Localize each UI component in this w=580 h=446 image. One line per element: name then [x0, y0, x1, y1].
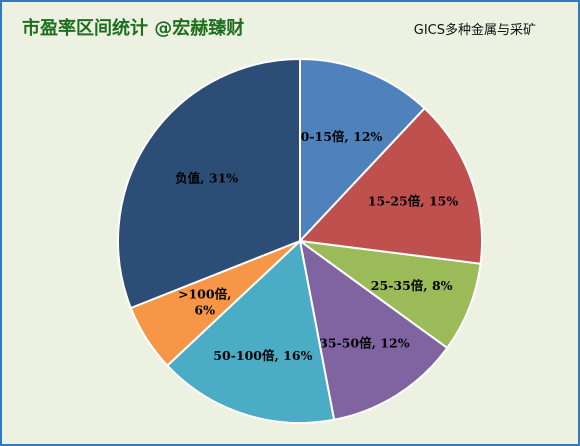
slice-label-negative: 负值, 31% — [175, 171, 238, 186]
slice-label-35-50: 35-50倍, 12% — [319, 335, 410, 350]
slice-label-15-25: 15-25倍, 15% — [368, 193, 459, 208]
slice-label-25-35: 25-35倍, 8% — [371, 278, 453, 293]
pie-slice-negative — [117, 57, 301, 310]
slice-label-0-15: 0-15倍, 12% — [301, 129, 383, 144]
pie-slice-15-25 — [297, 106, 483, 265]
pie-slice-50-100 — [165, 239, 336, 424]
slice-label-over-100: >100倍, 6% — [178, 286, 231, 317]
chart-subtitle: GICS多种金属与采矿 — [413, 23, 536, 38]
pie-slice-35-50 — [298, 238, 449, 421]
chart-title: 市盈率区间统计 @宏赫臻财 — [22, 18, 245, 39]
pie-slice-25-35 — [299, 240, 482, 350]
pie-slice-0-15 — [299, 57, 427, 244]
slice-label-50-100: 50-100倍, 16% — [213, 348, 312, 363]
